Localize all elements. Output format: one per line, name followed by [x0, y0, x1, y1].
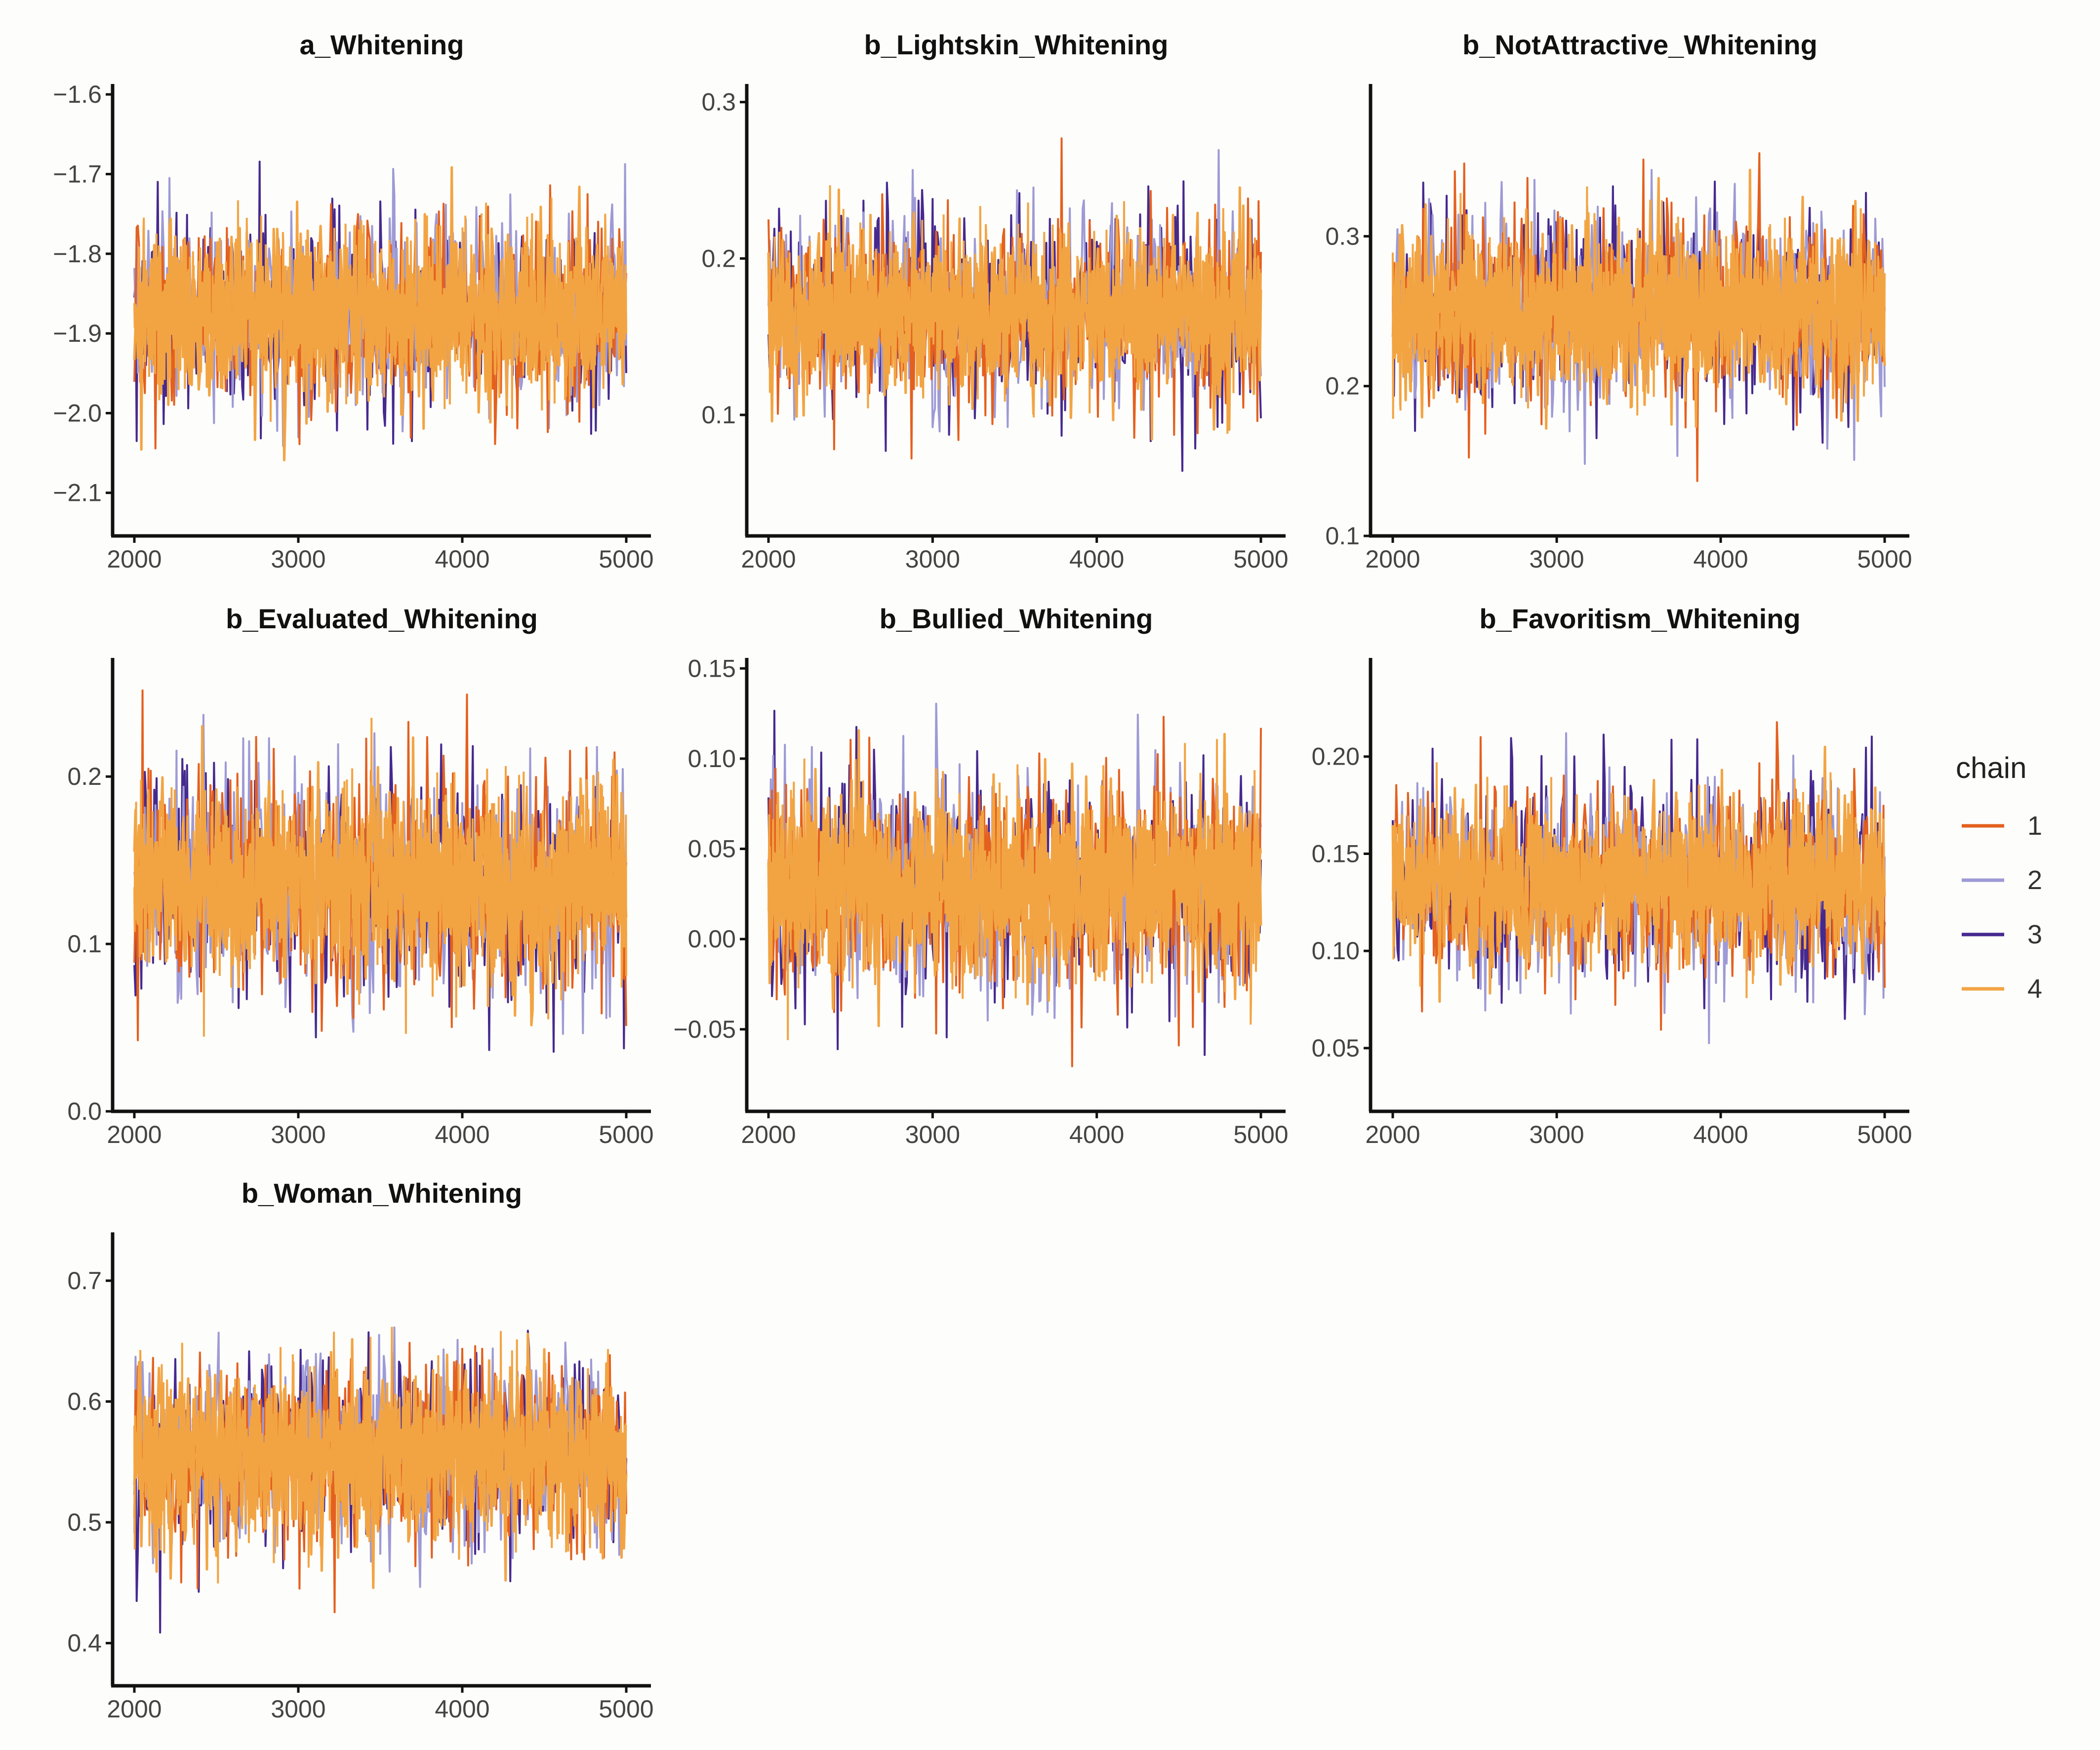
y-tick-label: 0.0 [67, 1098, 102, 1125]
y-tick-label: 0.20 [1312, 743, 1360, 771]
y-tick-label: 0.2 [67, 763, 102, 790]
y-tick-label: 0.3 [1325, 222, 1360, 250]
y-tick-label: 0.05 [688, 835, 736, 863]
y-tick-label: −1.8 [53, 240, 102, 268]
y-tick-label: 0.05 [1312, 1034, 1360, 1062]
x-tick-label: 3000 [905, 545, 960, 573]
x-tick-label: 5000 [1857, 545, 1912, 573]
trace-panel: a_Whitening −1.6 −1.7 −1.8 −1.9 −2.0 −2.1 2000 3… [53, 29, 653, 573]
x-tick-label: 4000 [1693, 545, 1748, 573]
legend-label-chain-3: 3 [2027, 920, 2042, 949]
x-tick-label: 5000 [1233, 545, 1288, 573]
chain-4-core-trace [133, 1327, 627, 1584]
x-tick-label: 2000 [1365, 545, 1420, 573]
legend-label-chain-2: 2 [2027, 865, 2042, 895]
y-tick-label: −1.7 [53, 160, 102, 188]
y-tick-label: 0.00 [688, 925, 736, 953]
y-tick-label: 0.1 [1325, 522, 1360, 550]
y-tick-label: 0.6 [67, 1387, 102, 1415]
y-tick-label: 0.3 [701, 88, 736, 116]
x-tick-label: 5000 [599, 1121, 653, 1148]
y-tick-label: 0.15 [688, 654, 736, 682]
y-tick-label: 0.4 [67, 1629, 102, 1657]
x-tick-label: 3000 [1529, 1121, 1584, 1148]
chain-4-core-trace [767, 185, 1262, 434]
legend-label-chain-1: 1 [2027, 811, 2042, 841]
x-tick-label: 3000 [1529, 545, 1584, 573]
x-tick-label: 4000 [1693, 1121, 1748, 1148]
chain-4-core-trace [1392, 186, 1886, 419]
y-tick-label: −1.6 [53, 81, 102, 108]
panel-title: a_Whitening [300, 29, 464, 60]
chain-4-core-trace [767, 739, 1262, 1040]
legend-title: chain [1956, 751, 2026, 784]
panel-title: b_Woman_Whitening [242, 1178, 522, 1209]
y-tick-label: 0.5 [67, 1508, 102, 1536]
y-tick-label: 0.7 [67, 1267, 102, 1295]
y-tick-label: −2.1 [53, 479, 102, 507]
x-tick-label: 2000 [107, 1695, 162, 1723]
x-tick-label: 2000 [107, 1121, 162, 1148]
legend-label-chain-4: 4 [2027, 974, 2042, 1004]
x-tick-label: 4000 [1069, 545, 1124, 573]
chain-4-core-trace [1392, 762, 1886, 998]
chain-4-trace [133, 1333, 628, 1589]
x-tick-label: 4000 [435, 545, 489, 573]
x-tick-label: 3000 [271, 1121, 325, 1148]
x-tick-label: 2000 [741, 545, 796, 573]
trace-panel: b_Woman_Whitening 0.7 0.6 0.5 0.4 2000 3000 400… [67, 1178, 653, 1723]
chain-4-core-trace [133, 718, 627, 1037]
x-tick-label: 3000 [271, 1695, 325, 1723]
x-tick-label: 2000 [1365, 1121, 1420, 1148]
x-tick-label: 4000 [1069, 1121, 1124, 1148]
x-tick-label: 5000 [1857, 1121, 1912, 1148]
x-tick-label: 5000 [599, 545, 653, 573]
x-tick-label: 3000 [271, 545, 325, 573]
y-tick-label: 0.2 [1325, 372, 1360, 400]
y-tick-label: −2.0 [53, 399, 102, 427]
x-tick-label: 5000 [1233, 1121, 1288, 1148]
x-tick-label: 4000 [435, 1121, 489, 1148]
y-tick-label: 0.1 [67, 930, 102, 958]
panel-title: b_NotAttractive_Whitening [1462, 29, 1817, 60]
x-tick-label: 5000 [599, 1695, 653, 1723]
trace-panel: b_Bullied_Whitening 0.15 0.10 0.05 0.00 −0.05… [673, 603, 1288, 1148]
x-tick-label: 3000 [905, 1121, 960, 1148]
panel-title: b_Favoritism_Whitening [1479, 603, 1800, 634]
x-tick-label: 2000 [741, 1121, 796, 1148]
y-tick-label: −0.05 [673, 1016, 736, 1043]
y-tick-label: 0.1 [701, 401, 736, 429]
panel-title: b_Evaluated_Whitening [226, 603, 538, 634]
trace-panel: b_Lightskin_Whitening 0.3 0.2 0.1 2000 3000 40… [701, 29, 1288, 573]
panel-title: b_Lightskin_Whitening [864, 29, 1169, 60]
y-tick-label: 0.15 [1312, 840, 1360, 867]
y-tick-label: 0.2 [701, 244, 736, 272]
y-tick-label: 0.10 [1312, 937, 1360, 965]
x-tick-label: 4000 [435, 1695, 489, 1723]
y-tick-label: 0.10 [688, 745, 736, 773]
x-tick-label: 2000 [107, 545, 162, 573]
trace-panel: b_Favoritism_Whitening 0.20 0.15 0.10 0.05 20… [1312, 603, 1912, 1148]
panel-title: b_Bullied_Whitening [880, 603, 1153, 634]
chain-4-core-trace [133, 197, 627, 422]
y-tick-label: −1.9 [53, 320, 102, 347]
